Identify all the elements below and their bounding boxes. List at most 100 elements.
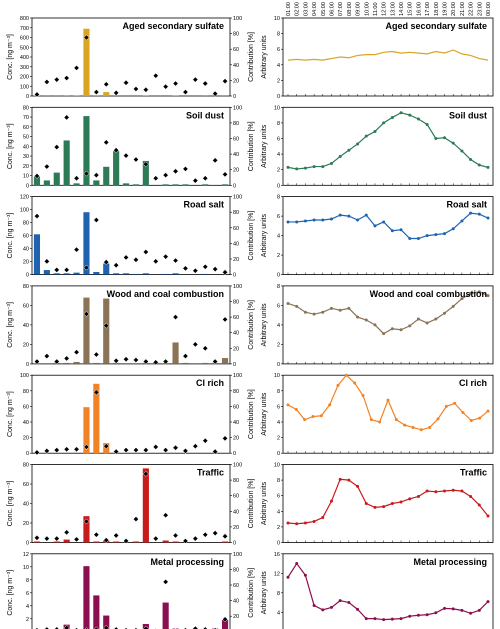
- panel-4-profile-point: [382, 332, 386, 336]
- panel-2-conc-tick-label: 60: [23, 125, 29, 131]
- panel-7-contribution-marker-K: [103, 624, 110, 629]
- hour-label-top-21: 22:00: [469, 2, 475, 16]
- panel-4-bar-K: [103, 298, 110, 364]
- panel-2-profile-point: [329, 161, 333, 165]
- panel-6-conc-axis-title: Conc. [ng m⁻³]: [7, 481, 14, 527]
- panel-5-bar-S: [83, 407, 90, 454]
- panel-3-bar-Si: [63, 273, 70, 275]
- panel-3-bar-P: [73, 272, 80, 275]
- panel-5-profile-point: [444, 404, 448, 408]
- panel-6-contrib-tick-label: 0: [233, 541, 236, 547]
- panel-2-profile-point: [477, 163, 481, 167]
- panel-4-profile-point: [356, 315, 360, 319]
- panel-7-profile-point: [460, 608, 464, 612]
- panel-2-contribution-marker-Cl: [93, 172, 100, 179]
- panel-2-bar-Ca: [113, 151, 120, 186]
- panel-4-contribution-marker-Br: [202, 345, 209, 352]
- panel-4-profile-point: [347, 306, 351, 310]
- panel-5-contrib-tick-label: 0: [233, 451, 236, 457]
- panel-6-contribution-marker-Ni: [152, 535, 159, 542]
- panel-6-profile-line: [287, 478, 489, 525]
- panel-5-contribution-marker-Ca: [113, 448, 120, 455]
- panel-6-profile-point: [347, 478, 351, 482]
- panel-3-bar-Al: [53, 273, 60, 275]
- panel-1-conc-axis-title: Conc. [ng m⁻³]: [7, 34, 14, 80]
- panel-3-contribution-marker-As: [182, 265, 189, 272]
- hour-label-top-0: 01:00: [286, 2, 292, 16]
- panel-3-profile-tick-label: 2: [277, 253, 280, 259]
- panel-2-profile-tick-label: 4: [277, 152, 280, 158]
- panel-1-contrib-tick-label: 60: [233, 47, 239, 53]
- hour-label-top-14: 15:00: [408, 2, 414, 16]
- panel-3-bar-Mg: [43, 270, 50, 275]
- panel-4-conc-tick-label: 40: [23, 323, 29, 329]
- panel-5-contribution-marker-Zn: [172, 444, 179, 451]
- panel-3-profile-point: [286, 220, 290, 224]
- panel-2-profile-point: [390, 115, 394, 119]
- panel-6-contrib-tick-label: 100: [233, 463, 242, 469]
- panel-5-profile-point: [386, 398, 390, 402]
- panel-3-conc-tick-label: 20: [23, 260, 29, 266]
- panel-4-conc-tick-label: 0: [26, 362, 29, 368]
- panel-7-contrib-tick-label: 80: [233, 567, 239, 573]
- panel-6-profile-tick-label: 6: [277, 494, 280, 500]
- panel-6-profile-tick-label: 2: [277, 525, 280, 531]
- panel-6-contribution-marker-Mn: [132, 516, 139, 523]
- panel-5-contrib-tick-label: 60: [233, 404, 239, 410]
- panel-7-bar-K: [103, 615, 110, 629]
- panel-5-profile-point: [378, 420, 382, 424]
- panel-4-contribution-marker-Cr: [123, 356, 130, 363]
- panel-6-conc-tick-label: 80: [23, 463, 29, 469]
- panel-2-profile-tick-label: 2: [277, 168, 280, 174]
- panel-4-profile-tick-label: 6: [277, 303, 280, 309]
- panel-7-profile-tick-label: 4: [277, 610, 280, 616]
- panel-4-profile-point: [390, 327, 394, 331]
- panel-4-contrib-tick-label: 0: [233, 362, 236, 368]
- panel-4-profile-tick-label: 8: [277, 284, 280, 290]
- panel-4-profile-point: [329, 306, 333, 310]
- panel-1-bar-K: [103, 92, 110, 96]
- panel-6-contrib-tick-label: 80: [233, 478, 239, 484]
- panel-3-bar-Cr: [122, 273, 130, 275]
- panel-1-contribution-marker-Zn: [172, 80, 179, 87]
- panel-5-profile-tick-label: 4: [277, 420, 280, 426]
- panel-4-contribution-marker-Zn: [172, 314, 179, 321]
- panel-2-contribution-marker-As: [182, 165, 189, 172]
- panel-5-contribution-marker-Si: [63, 446, 70, 453]
- panel-2-profile-point: [364, 134, 368, 138]
- panel-4-contribution-marker-Pb: [222, 316, 229, 323]
- panel-4-profile-point: [443, 311, 447, 315]
- panel-1-contribution-marker-Ca: [113, 89, 120, 96]
- panel-2-profile-point: [443, 136, 447, 140]
- panel-2-bar-As: [182, 184, 189, 186]
- panel-6-contribution-marker-K: [103, 537, 110, 544]
- panel-5-profile-point: [319, 414, 323, 418]
- panel-3-profile-point: [329, 217, 333, 221]
- hour-label-top-3: 04:00: [312, 2, 318, 16]
- panel-6-contrib-axis-title: Contribution [%]: [248, 479, 255, 529]
- panel-4-profile-point: [321, 310, 325, 314]
- panel-7-profile-axis-title: Arbitrary units: [261, 571, 268, 615]
- panel-4-conc-tick-label: 80: [23, 284, 29, 290]
- panel-6-contribution-marker-Se: [192, 535, 199, 542]
- panel-4-profile-point: [286, 301, 290, 305]
- panel-1-contribution-marker-Na: [33, 91, 40, 98]
- panel-5-contribution-marker-Ni: [152, 444, 159, 450]
- panel-3-conc-tick-label: 0: [26, 273, 29, 279]
- panel-2-bar-Mg: [43, 180, 50, 186]
- panel-5-profile-tick-label: 2: [277, 436, 280, 442]
- panel-3-contrib-tick-label: 0: [233, 273, 236, 279]
- panel-3-contribution-marker-Zn: [172, 257, 179, 264]
- panel-4-profile-point: [364, 318, 368, 322]
- panel-4-profile-point: [373, 323, 377, 327]
- panel-3-profile-point: [364, 213, 368, 217]
- panel-6-bar-Ca: [113, 541, 120, 543]
- panel-5-conc-tick-label: 0: [26, 451, 29, 457]
- panel-2-profile-point: [312, 165, 316, 169]
- panel-6-bar-Cl: [93, 541, 100, 543]
- panel-3-contribution-marker-P: [73, 246, 80, 253]
- panel-5-profile-point: [328, 403, 332, 407]
- panel-4-conc-tick-label: 60: [23, 303, 29, 309]
- panel-2-profile-point: [408, 113, 412, 117]
- panel-2-contribution-marker-Zn: [172, 168, 179, 175]
